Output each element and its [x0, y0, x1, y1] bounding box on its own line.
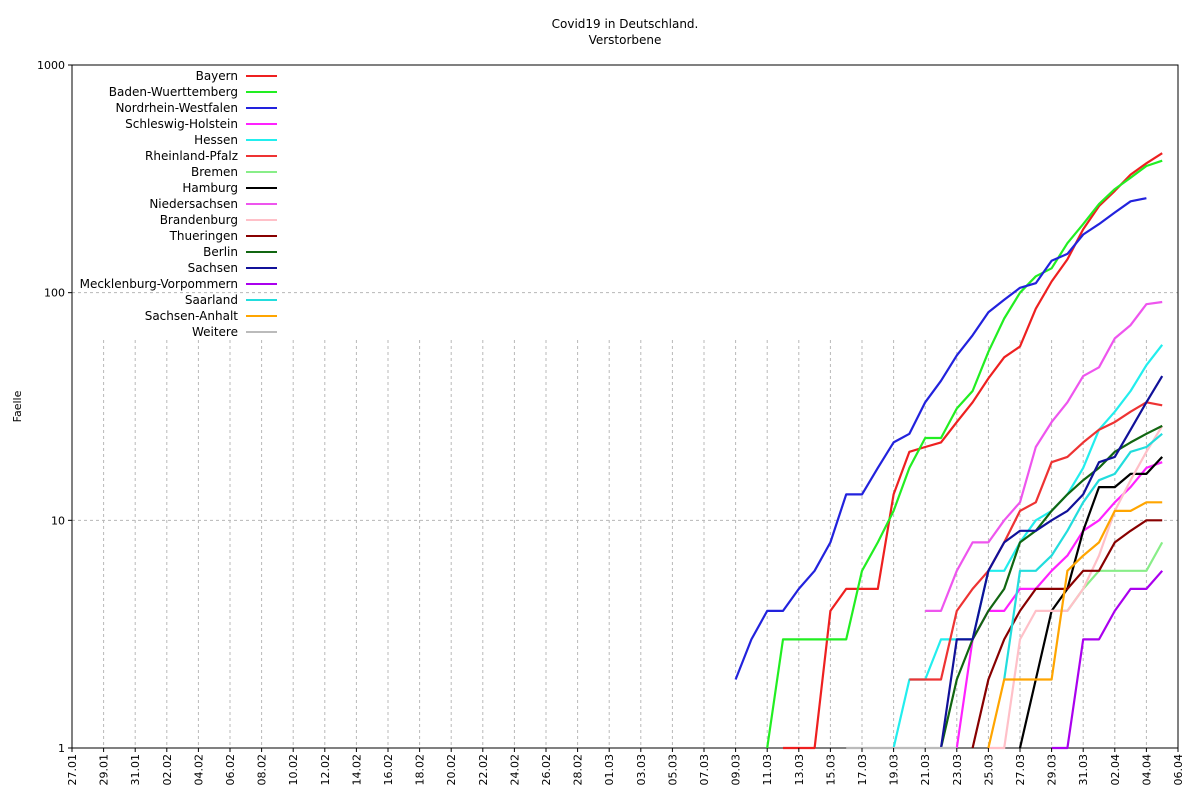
x-tick-label: 02.02: [161, 754, 174, 786]
series-line-mecklenburg-vorpommern: [1051, 570, 1164, 750]
legend-label-nordrhein-westfalen: Nordrhein-Westfalen: [115, 101, 238, 115]
series-line-brandenburg: [988, 425, 1164, 750]
x-tick-label: 26.02: [540, 754, 553, 786]
legend-label-rheinland-pfalz: Rheinland-Pfalz: [145, 149, 238, 163]
x-tick-label: 28.02: [572, 754, 585, 786]
legend-label-mecklenburg-vorpommern: Mecklenburg-Vorpommern: [80, 277, 238, 291]
x-tick-label: 19.03: [888, 754, 901, 786]
x-tick-label: 21.03: [919, 754, 932, 786]
series-lines: [734, 152, 1164, 750]
x-tick-label: 05.03: [666, 754, 679, 786]
series-line-schleswig-holstein: [955, 461, 1163, 749]
x-tick-label: 27.01: [66, 754, 79, 786]
x-tick-label: 18.02: [414, 754, 427, 786]
legend-label-thueringen: Thueringen: [169, 229, 238, 243]
x-tick-label: 16.02: [382, 754, 395, 786]
x-tick-label: 14.02: [350, 754, 363, 786]
x-tick-label: 27.03: [1014, 754, 1027, 786]
chart-title-line: Covid19 in Deutschland.: [551, 17, 699, 31]
x-tick-label: 04.04: [1140, 754, 1153, 786]
legend-label-baden-wuerttemberg: Baden-Wuerttemberg: [109, 85, 238, 99]
x-tick-label: 12.02: [319, 754, 332, 786]
series-line-hessen: [892, 344, 1164, 749]
legend-label-weitere: Weitere: [192, 325, 238, 339]
legend-label-sachsen: Sachsen: [188, 261, 238, 275]
x-tick-label: 08.02: [256, 754, 269, 786]
chart-title: Covid19 in Deutschland. Verstorbene: [0, 16, 1200, 48]
grid-lines: [72, 292, 1178, 748]
x-tick-label: 29.03: [1046, 754, 1059, 786]
series-line-berlin: [939, 424, 1163, 749]
x-tick-label: 22.02: [477, 754, 490, 786]
x-tick-label: 06.04: [1172, 754, 1185, 786]
x-tick-label: 09.03: [730, 754, 743, 786]
x-axis-ticks: 27.01 29.01 31.01 02.02 04.02 06.02 08.02 10.02…: [66, 748, 1185, 786]
x-tick-label: 23.03: [951, 754, 964, 786]
x-tick-label: 29.01: [98, 754, 111, 786]
x-tick-label: 06.02: [224, 754, 237, 786]
x-tick-label: 04.02: [192, 754, 205, 786]
x-tick-label: 03.03: [635, 754, 648, 786]
y-tick-label: 1000: [37, 59, 65, 72]
y-tick-label: 10: [51, 514, 65, 527]
x-tick-label: 15.03: [824, 754, 837, 786]
series-line-sachsen: [939, 375, 1164, 749]
x-tick-label: 17.03: [856, 754, 869, 786]
y-tick-label: 100: [44, 287, 65, 300]
y-axis-label: Faelle: [11, 390, 24, 422]
legend: Bayern Baden-Wuerttemberg Nordrhein-Westfa…: [80, 69, 277, 339]
x-tick-label: 10.02: [287, 754, 300, 786]
series-line-baden-wuerttemberg: [766, 159, 1163, 749]
series-line-sachsen-anhalt: [987, 501, 1163, 749]
legend-label-niedersachsen: Niedersachsen: [149, 197, 238, 211]
x-tick-label: 20.02: [445, 754, 458, 786]
legend-label-brandenburg: Brandenburg: [160, 213, 238, 227]
x-tick-label: 25.03: [982, 754, 995, 786]
series-line-bayern: [783, 152, 1163, 750]
x-tick-label: 02.04: [1109, 754, 1122, 786]
x-tick-label: 31.01: [129, 754, 142, 786]
legend-label-sachsen-anhalt: Sachsen-Anhalt: [145, 309, 239, 323]
legend-label-bremen: Bremen: [191, 165, 238, 179]
x-tick-label: 24.02: [508, 754, 521, 786]
x-tick-label: 31.03: [1077, 754, 1090, 786]
x-tick-label: 01.03: [603, 754, 616, 786]
legend-label-hamburg: Hamburg: [182, 181, 238, 195]
series-line-saarland: [1003, 432, 1163, 680]
x-tick-label: 07.03: [698, 754, 711, 786]
series-line-hamburg: [1018, 456, 1164, 749]
y-tick-label: 1: [58, 742, 65, 755]
legend-label-saarland: Saarland: [185, 293, 238, 307]
x-tick-label: 11.03: [761, 754, 774, 786]
y-axis-ticks: 1 10 100 1000: [37, 59, 72, 755]
series-line-niedersachsen: [925, 300, 1163, 613]
legend-label-schleswig-holstein: Schleswig-Holstein: [125, 117, 238, 131]
series-line-rheinland-pfalz: [909, 401, 1163, 681]
legend-label-berlin: Berlin: [203, 245, 238, 259]
chart-subtitle: Verstorbene: [588, 33, 662, 47]
series-line-thueringen: [971, 519, 1163, 749]
legend-label-bayern: Bayern: [196, 69, 238, 83]
legend-label-hessen: Hessen: [194, 133, 238, 147]
x-tick-label: 13.03: [793, 754, 806, 786]
plot-frame: [71, 64, 1179, 749]
series-line-nordrhein-westfalen: [734, 197, 1147, 680]
